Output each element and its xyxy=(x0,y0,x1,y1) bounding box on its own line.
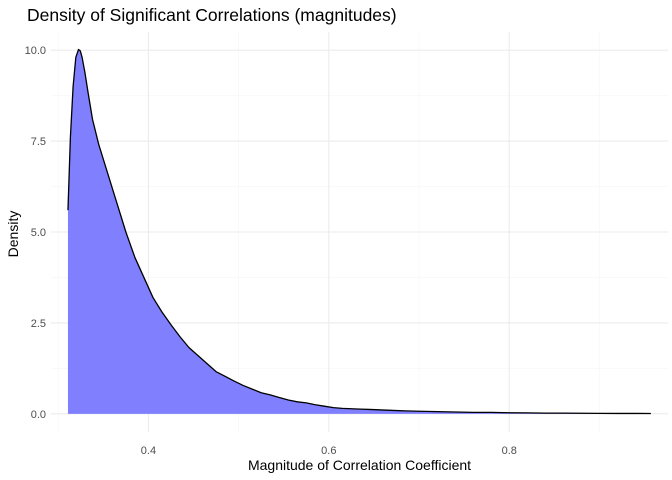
y-tick-label: 5.0 xyxy=(31,227,46,239)
plot-marks xyxy=(67,48,651,415)
density-area xyxy=(67,49,651,414)
y-axis-title: Density xyxy=(5,211,21,258)
x-tick-label: 0.4 xyxy=(141,445,156,457)
x-axis-ticks: 0.4 0.6 0.8 xyxy=(141,445,517,457)
x-tick-label: 0.6 xyxy=(321,445,336,457)
density-line xyxy=(67,48,651,415)
y-tick-label: 10.0 xyxy=(25,45,46,57)
chart-title: Density of Significant Correlations (mag… xyxy=(27,5,397,25)
y-axis-ticks: 0.0 2.5 5.0 7.5 10.0 xyxy=(25,45,46,421)
y-tick-label: 7.5 xyxy=(31,136,46,148)
y-tick-label: 2.5 xyxy=(31,318,46,330)
x-tick-label: 0.8 xyxy=(502,445,517,457)
y-tick-label: 0.0 xyxy=(31,409,46,421)
x-axis-title: Magnitude of Correlation Coefficient xyxy=(248,457,471,473)
